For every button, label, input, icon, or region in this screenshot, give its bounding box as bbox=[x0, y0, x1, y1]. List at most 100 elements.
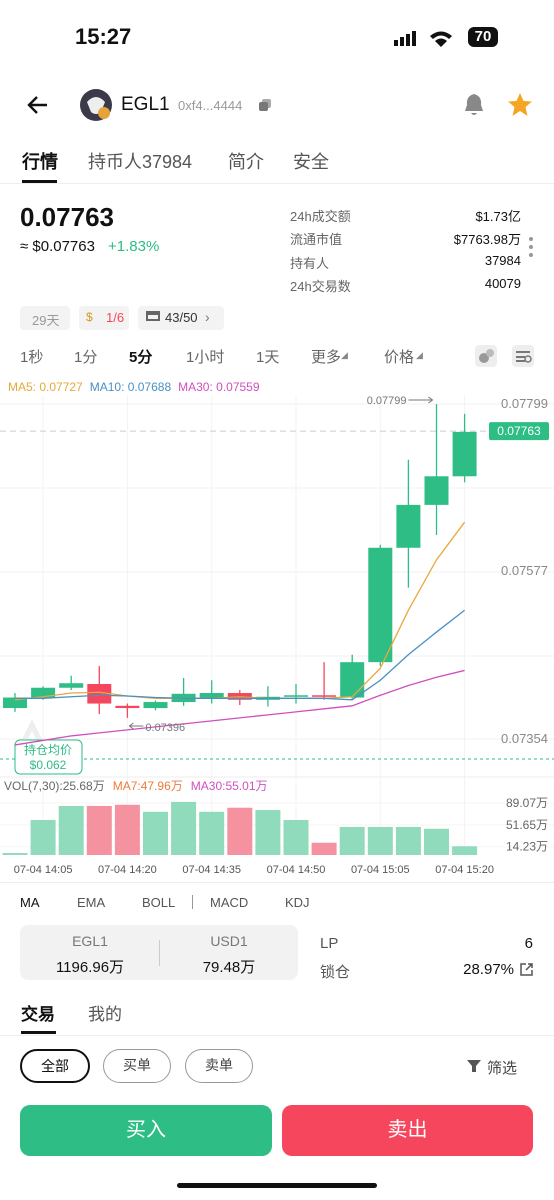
tab[interactable]: 安全 bbox=[293, 152, 329, 172]
chip[interactable] bbox=[138, 306, 224, 330]
pool-amount: 79.48万 bbox=[202, 959, 256, 976]
volume-bar bbox=[86, 805, 112, 855]
ma-line bbox=[14, 521, 466, 701]
interval[interactable]: 1秒 bbox=[20, 349, 44, 366]
filter-button[interactable]: 筛选 bbox=[487, 1060, 518, 1077]
volume-bar bbox=[339, 826, 365, 855]
volume-bar bbox=[395, 826, 421, 855]
chip-chevron: › bbox=[205, 309, 210, 325]
back-button[interactable] bbox=[26, 93, 50, 117]
interval[interactable]: 1分 bbox=[74, 349, 98, 366]
indicator[interactable]: KDJ bbox=[285, 895, 310, 910]
chip[interactable] bbox=[20, 306, 70, 330]
candle-body bbox=[396, 504, 421, 548]
filter-chip[interactable]: 卖单 bbox=[185, 1049, 253, 1083]
chip[interactable] bbox=[79, 306, 129, 330]
stat-label: 24h交易数 bbox=[290, 278, 351, 294]
stat-label: 流通市值 bbox=[290, 232, 343, 248]
tab[interactable]: 简介 bbox=[228, 152, 264, 172]
candle-body bbox=[199, 693, 224, 698]
signal-wifi bbox=[394, 31, 452, 47]
interval[interactable]: 价格 bbox=[384, 349, 415, 366]
lp-value: 6 bbox=[524, 935, 533, 952]
candle-body bbox=[424, 476, 449, 505]
home-indicator bbox=[177, 1183, 377, 1188]
ma-line bbox=[15, 609, 465, 701]
favorite-button[interactable] bbox=[507, 92, 533, 118]
filter-chip[interactable]: 全部 bbox=[20, 1049, 90, 1083]
buy-button[interactable]: 买入 bbox=[20, 1105, 272, 1156]
tab[interactable]: 持币人37984 bbox=[88, 152, 193, 172]
ma-legend: MA10: 0.07688 bbox=[90, 380, 172, 394]
stat-value: $1.73亿 bbox=[475, 209, 521, 224]
stat-value: 40079 bbox=[484, 275, 521, 291]
indicator[interactable]: MA bbox=[20, 895, 40, 910]
trade-tab[interactable]: 交易 bbox=[21, 1005, 55, 1024]
candle-body bbox=[3, 697, 27, 709]
marker-arrow bbox=[128, 722, 144, 730]
low-marker: 0.07396 bbox=[145, 722, 185, 734]
indicator[interactable]: MACD bbox=[210, 895, 249, 910]
chip-icon bbox=[146, 311, 160, 321]
lock-label: 锁仓 bbox=[320, 964, 351, 981]
filter-chip[interactable]: 买单 bbox=[103, 1049, 171, 1083]
tab[interactable]: 行情 bbox=[22, 152, 58, 172]
volume-bar bbox=[283, 819, 309, 855]
ma-legend: MA30: 0.07559 bbox=[178, 380, 260, 394]
pool-amount: 1196.96万 bbox=[55, 959, 125, 976]
y-tick-label: 0.07354 bbox=[501, 731, 548, 746]
stat-label: 持有人 bbox=[290, 255, 330, 271]
interval[interactable]: 5分 bbox=[129, 349, 153, 366]
divider bbox=[0, 1035, 554, 1036]
x-tick-label: 07-04 14:05 bbox=[14, 864, 73, 876]
indicator[interactable]: EMA bbox=[77, 895, 106, 910]
volume-tick-label: 14.23万 bbox=[506, 840, 548, 854]
volume-bar bbox=[143, 811, 168, 855]
last-price-tag bbox=[489, 422, 549, 441]
battery: 70 bbox=[468, 27, 498, 47]
tab-indicator bbox=[22, 180, 57, 183]
separator bbox=[159, 940, 160, 966]
interval[interactable]: 1天 bbox=[256, 349, 280, 366]
interval[interactable]: 更多 bbox=[311, 349, 342, 366]
alert-button[interactable] bbox=[462, 92, 486, 118]
volume-bar bbox=[114, 804, 140, 855]
candle-body bbox=[115, 705, 140, 709]
volume-bar bbox=[171, 801, 197, 855]
volume-bar bbox=[452, 846, 478, 855]
chip-label: 29天 bbox=[32, 313, 60, 328]
volume-bar bbox=[255, 810, 281, 855]
volume-bar bbox=[227, 807, 253, 855]
divider bbox=[0, 882, 554, 883]
interval[interactable]: 1小时 bbox=[186, 349, 225, 366]
volume-legend: VOL(7,30):25.68万 bbox=[4, 779, 105, 793]
indicator[interactable]: BOLL bbox=[142, 895, 176, 910]
chart-tools[interactable] bbox=[475, 345, 535, 367]
candle-body bbox=[59, 683, 84, 688]
price: 0.07763 bbox=[20, 202, 114, 232]
sell-button[interactable]: 卖出 bbox=[282, 1105, 533, 1156]
more-button[interactable] bbox=[527, 235, 535, 259]
y-tick-label: 0.07577 bbox=[501, 563, 548, 578]
volume-bar bbox=[311, 842, 337, 855]
price-usd: ≈ $0.07763 bbox=[20, 238, 95, 255]
last-price-label: 0.07763 bbox=[497, 424, 541, 438]
chip-label: 43/50 bbox=[165, 310, 198, 325]
watermark bbox=[19, 719, 45, 747]
lock-value: 28.97% bbox=[463, 961, 514, 978]
lp-label: LP bbox=[320, 935, 339, 952]
chip-label: 1/6 bbox=[106, 310, 125, 325]
candle-body bbox=[143, 702, 168, 709]
dropdown-caret: ◢ bbox=[416, 350, 423, 360]
candle-body bbox=[368, 547, 393, 663]
volume-bar bbox=[2, 853, 28, 855]
copy-button[interactable] bbox=[258, 98, 272, 112]
ma-legend: MA5: 0.07727 bbox=[8, 380, 83, 394]
volume-bar bbox=[367, 826, 393, 855]
ma-line bbox=[14, 669, 465, 746]
token-avatar bbox=[80, 89, 112, 121]
candle-body bbox=[312, 695, 337, 697]
trade-tab[interactable]: 我的 bbox=[88, 1005, 122, 1024]
external-link[interactable] bbox=[519, 962, 534, 977]
